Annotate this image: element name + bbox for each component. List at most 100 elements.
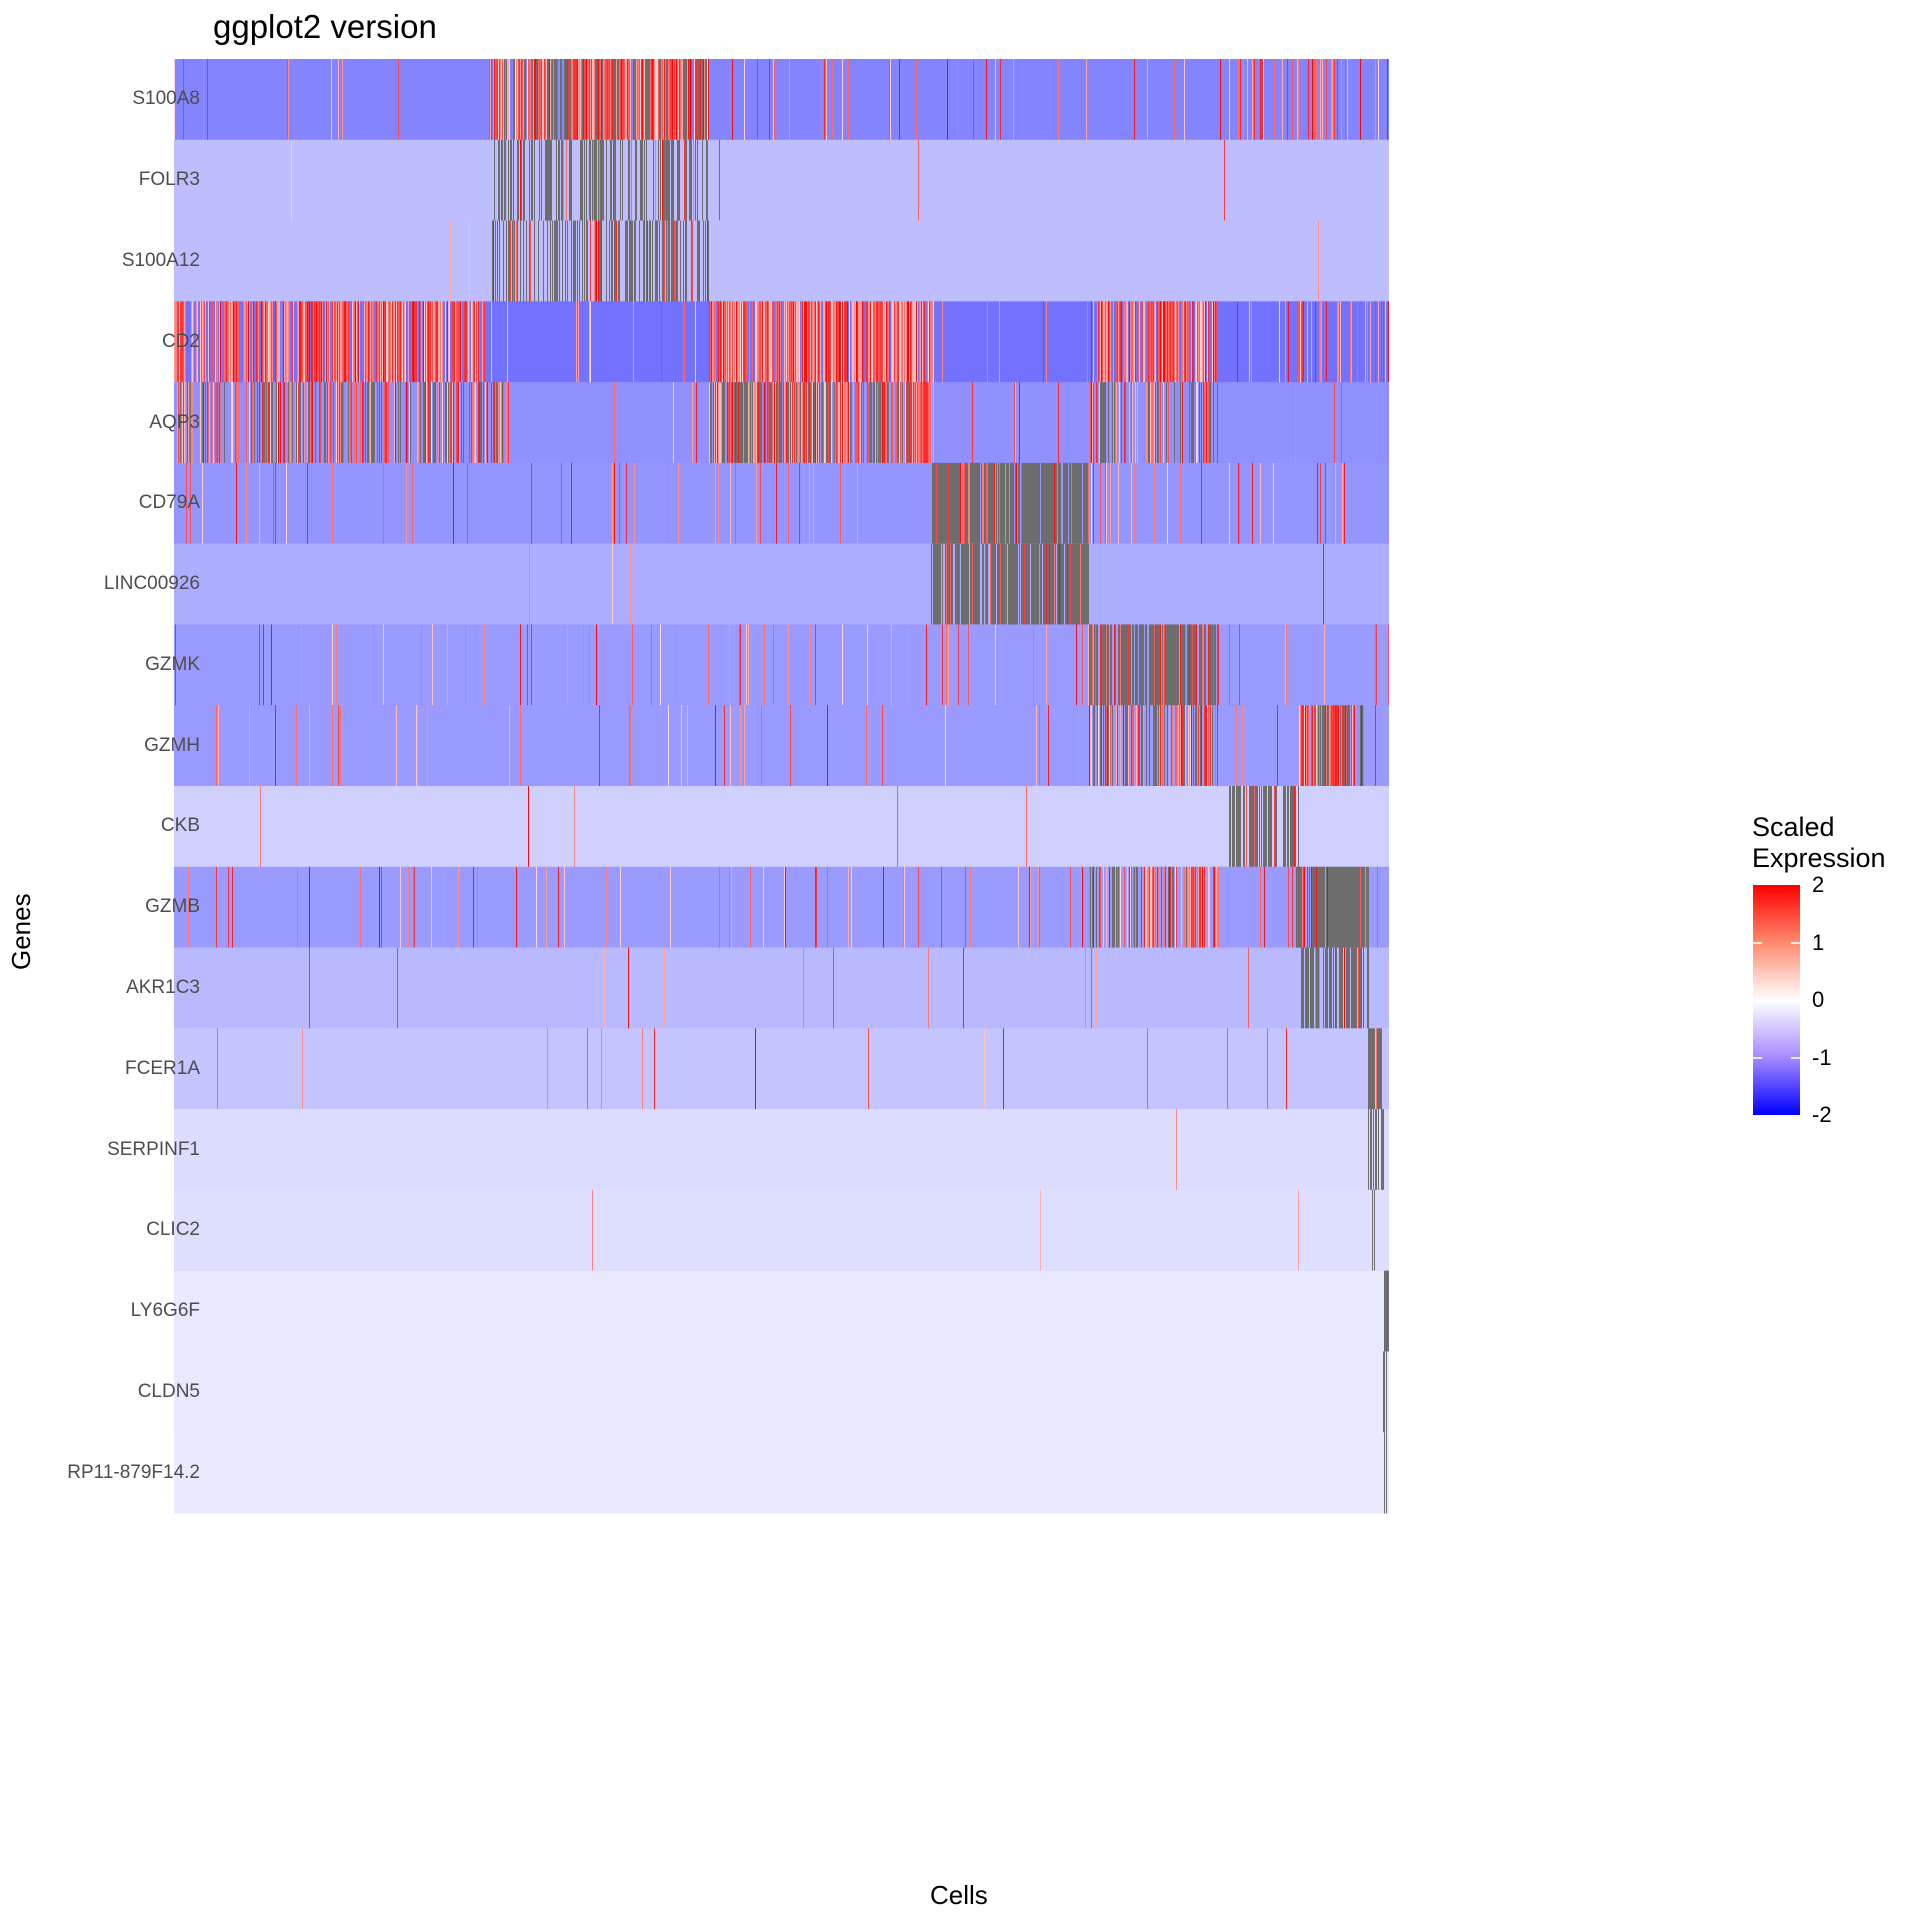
heatmap-cell xyxy=(287,301,288,383)
heatmap-cell xyxy=(833,947,834,1029)
heatmap-cell xyxy=(1372,1189,1373,1272)
heatmap-cell xyxy=(668,220,669,302)
heatmap-cell xyxy=(426,382,427,464)
heatmap-cell xyxy=(1321,866,1322,949)
heatmap-cell xyxy=(635,139,636,222)
heatmap-cell xyxy=(706,59,707,141)
heatmap-cell xyxy=(448,382,449,464)
heatmap-cell xyxy=(596,220,597,302)
heatmap-cell xyxy=(1160,382,1161,464)
heatmap-cell xyxy=(590,59,591,141)
heatmap-cell xyxy=(1191,705,1192,787)
heatmap-cell xyxy=(498,382,499,464)
heatmap-cell xyxy=(500,382,501,464)
heatmap-cell xyxy=(510,220,511,302)
heatmap-cell xyxy=(1086,543,1087,625)
heatmap-cell xyxy=(1265,786,1266,868)
heatmap-cell xyxy=(1301,947,1302,1029)
heatmap-cell xyxy=(1371,1028,1372,1110)
heatmap-cell xyxy=(439,382,440,464)
heatmap-cell xyxy=(739,301,740,383)
heatmap-cell xyxy=(964,543,965,625)
heatmap-cell xyxy=(729,382,730,464)
heatmap-cell xyxy=(1150,382,1151,464)
heatmap-cell xyxy=(1162,705,1163,787)
heatmap-cell xyxy=(781,301,782,383)
heatmap-cell xyxy=(1103,866,1104,949)
heatmap-cell xyxy=(349,301,350,383)
heatmap-cell xyxy=(1132,382,1133,464)
heatmap-cell xyxy=(1191,866,1192,949)
heatmap-cell xyxy=(1218,866,1219,949)
heatmap-cell xyxy=(482,301,483,383)
heatmap-cell xyxy=(550,59,551,141)
heatmap-cell xyxy=(1018,462,1019,545)
heatmap-cell xyxy=(283,382,284,464)
heatmap-row-fcer1a xyxy=(174,1028,1389,1110)
heatmap-cell xyxy=(1017,543,1018,625)
heatmap-cell xyxy=(1201,301,1202,383)
heatmap-cell xyxy=(1204,866,1205,949)
heatmap-cell xyxy=(1092,866,1093,949)
heatmap-cell xyxy=(607,59,608,141)
heatmap-cell xyxy=(1116,382,1117,464)
heatmap-cell xyxy=(753,382,754,464)
heatmap-cell xyxy=(1085,543,1086,625)
heatmap-cell xyxy=(1308,947,1309,1029)
heatmap-cell xyxy=(1043,301,1044,383)
heatmap-cell xyxy=(454,301,455,383)
heatmap-cell xyxy=(942,462,943,545)
heatmap-cell xyxy=(1078,462,1079,545)
heatmap-cell xyxy=(1121,382,1122,464)
heatmap-cell xyxy=(658,59,659,141)
heatmap-cell xyxy=(720,382,721,464)
heatmap-cell xyxy=(1352,947,1353,1029)
heatmap-cell xyxy=(1319,947,1320,1029)
heatmap-cell xyxy=(718,462,719,545)
heatmap-cell xyxy=(1134,462,1135,545)
heatmap-cell xyxy=(1101,301,1102,383)
heatmap-cell xyxy=(1045,543,1046,625)
heatmap-cell xyxy=(548,139,549,222)
heatmap-cell xyxy=(1011,462,1012,545)
heatmap-cell xyxy=(1133,301,1134,383)
heatmap-cell xyxy=(354,382,355,464)
heatmap-cell xyxy=(806,301,807,383)
heatmap-cell xyxy=(220,301,221,383)
heatmap-cell xyxy=(311,301,312,383)
heatmap-cell xyxy=(631,220,632,302)
heatmap-cell xyxy=(659,59,660,141)
heatmap-cell xyxy=(1117,301,1118,383)
heatmap-cell xyxy=(897,382,898,464)
heatmap-cell xyxy=(258,301,259,383)
heatmap-cell xyxy=(1036,462,1037,545)
heatmap-cell xyxy=(1381,1028,1382,1110)
heatmap-cell xyxy=(998,462,999,545)
heatmap-cell xyxy=(1092,382,1093,464)
heatmap-cell xyxy=(592,59,593,141)
heatmap-cell xyxy=(1329,947,1330,1029)
heatmap-cell xyxy=(703,220,704,302)
heatmap-cell xyxy=(624,59,625,141)
heatmap-cell xyxy=(931,543,932,625)
heatmap-cell xyxy=(650,220,651,302)
heatmap-cell xyxy=(1145,624,1146,706)
heatmap-cell xyxy=(977,462,978,545)
heatmap-cell xyxy=(455,301,456,383)
heatmap-cell xyxy=(1273,462,1274,545)
heatmap-cell xyxy=(677,220,678,302)
heatmap-cell xyxy=(803,301,804,383)
heatmap-cell xyxy=(354,301,355,383)
heatmap-cell xyxy=(689,139,690,222)
heatmap-cell xyxy=(756,301,757,383)
heatmap-cell xyxy=(563,59,564,141)
heatmap-cell xyxy=(1259,786,1260,868)
heatmap-cell xyxy=(913,382,914,464)
heatmap-cell xyxy=(1320,462,1321,545)
heatmap-cell xyxy=(653,59,654,141)
heatmap-cell xyxy=(1138,301,1139,383)
heatmap-cell xyxy=(982,462,983,545)
heatmap-cell xyxy=(1180,462,1181,545)
heatmap-cell xyxy=(491,59,492,141)
heatmap-cell xyxy=(1388,301,1389,383)
